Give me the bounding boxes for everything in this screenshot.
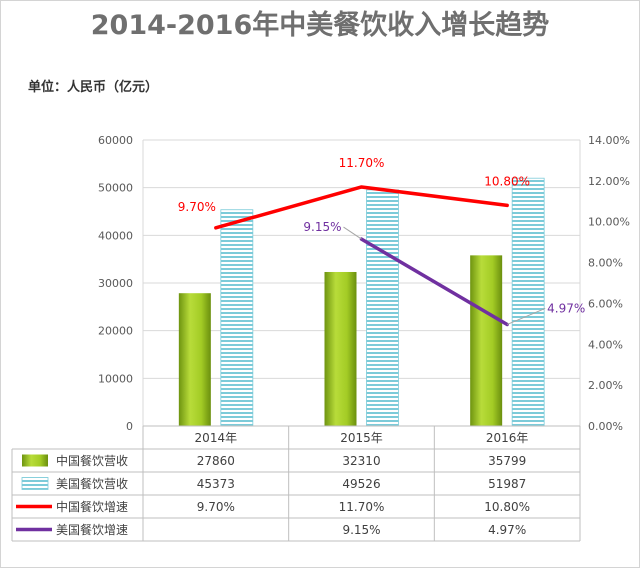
us-growth-leader-line — [343, 226, 362, 240]
table-series-name: 中国餐饮营收 — [56, 453, 128, 468]
y-left-tick-label: 10000 — [98, 372, 133, 385]
line-us-growth — [359, 237, 509, 327]
table-cell-value: 51987 — [488, 477, 526, 491]
us-growth-label: 9.15% — [303, 220, 341, 234]
y-right-tick-label: 12.00% — [588, 175, 630, 188]
y-left-tick-label: 30000 — [98, 277, 133, 290]
y-left-tick-label: 50000 — [98, 182, 133, 195]
china-growth-label: 10.80% — [484, 174, 530, 188]
table-series-name: 中国餐饮增速 — [56, 499, 128, 514]
table-cell-value: 49526 — [342, 477, 380, 491]
y-right-tick-label: 2.00% — [588, 379, 623, 392]
bar-china-revenue — [470, 255, 503, 426]
bar-china-revenue — [324, 271, 357, 426]
table-series-name: 美国餐饮增速 — [56, 522, 128, 537]
y-left-tick-label: 20000 — [98, 325, 133, 338]
china-growth-label: 9.70% — [178, 200, 216, 214]
us-growth-label: 4.97% — [547, 301, 585, 315]
y-right-tick-label: 0.00% — [588, 420, 623, 433]
us-growth-leader-line — [506, 308, 546, 325]
y-left-tick-label: 0 — [126, 420, 133, 433]
table-header-category: 2014年 — [195, 431, 238, 445]
y-left-tick-label: 60000 — [98, 134, 133, 147]
bar-us-revenue — [511, 177, 545, 427]
legend-key-us-revenue — [21, 477, 49, 490]
bar-us-revenue — [220, 209, 254, 427]
china-growth-label: 11.70% — [339, 156, 385, 170]
table-cell-value: 4.97% — [488, 523, 526, 537]
table-cell-value: 45373 — [197, 477, 235, 491]
y-left-tick-label: 40000 — [98, 229, 133, 242]
table-header-category: 2015年 — [340, 431, 383, 445]
line-china-growth — [214, 185, 509, 230]
y-right-tick-label: 14.00% — [588, 134, 630, 147]
table-cell-value: 32310 — [342, 454, 380, 468]
table-cell-value: 35799 — [488, 454, 526, 468]
table-cell-value: 9.15% — [342, 523, 380, 537]
table-cell-value: 9.70% — [197, 500, 235, 514]
unit-label: 单位：人民币（亿元） — [28, 79, 158, 95]
table-header-category: 2016年 — [486, 431, 529, 445]
y-right-tick-label: 6.00% — [588, 297, 623, 310]
y-right-tick-label: 8.00% — [588, 257, 623, 270]
table-cell-value: 10.80% — [484, 500, 530, 514]
table-cell-value: 11.70% — [339, 500, 385, 514]
chart-title: 2014-2016年中美餐饮收入增长趋势 — [91, 9, 550, 41]
table-series-name: 美国餐饮营收 — [56, 476, 128, 491]
bar-us-revenue — [366, 189, 399, 427]
y-right-tick-label: 10.00% — [588, 216, 630, 229]
bar-china-revenue — [178, 293, 211, 426]
legend-key-china-revenue — [22, 454, 48, 467]
y-right-tick-label: 4.00% — [588, 338, 623, 351]
table-cell-value: 27860 — [197, 454, 235, 468]
